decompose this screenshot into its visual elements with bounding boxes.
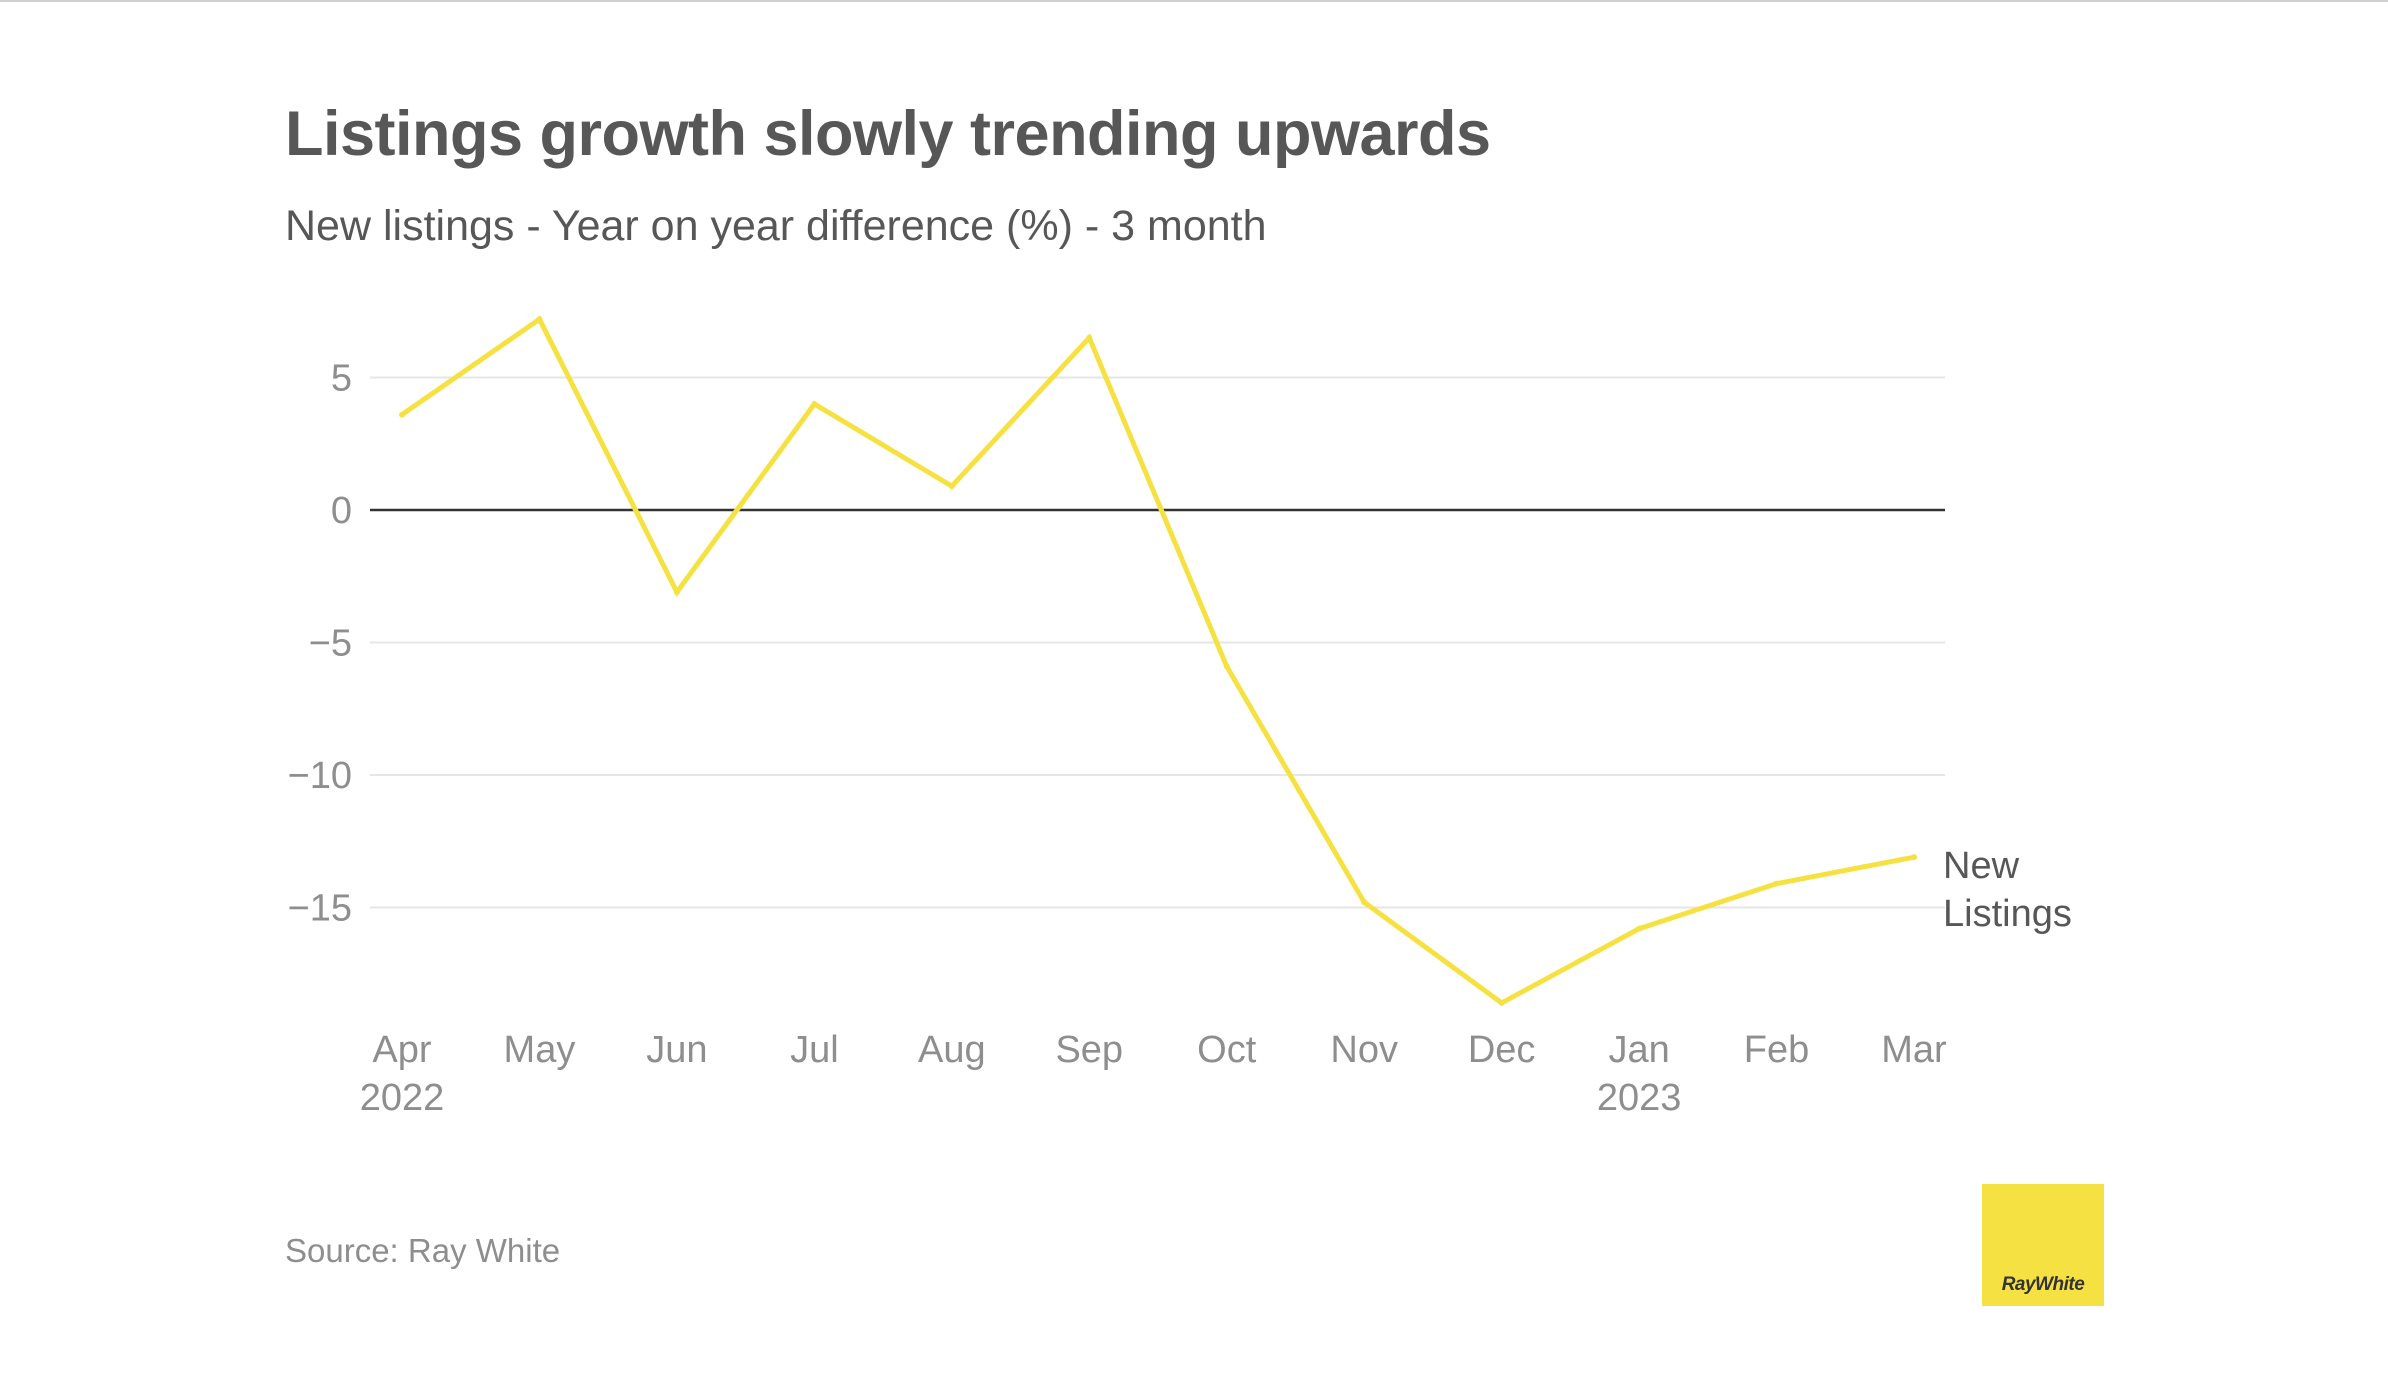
x-axis: Apr 2022 May Jun Jul Aug Sep Oct Nov Dec Jan 2023 Fe…: [360, 1029, 1947, 1119]
x-tick-label: Dec: [1468, 1029, 1536, 1071]
series-layer: [399, 315, 1917, 1006]
x-tick-label: Oct: [1197, 1029, 1257, 1071]
data-point: [811, 401, 818, 407]
grid-layer: [370, 376, 1945, 909]
y-tick-label: 5: [331, 358, 352, 400]
ray-white-logo: RayWhite: [1982, 1184, 2104, 1306]
series-name-label: New: [1943, 845, 2020, 887]
logo-text: RayWhite: [2001, 1274, 2085, 1295]
x-tick-label: Jun: [646, 1029, 707, 1071]
series-line-new-listings: [400, 315, 1915, 1006]
data-point: [1361, 899, 1368, 906]
x-tick-label: May: [504, 1029, 576, 1071]
x-tick-label: Mar: [1881, 1029, 1947, 1071]
chart-title: Listings growth slowly trending upwards: [285, 99, 1491, 169]
source-note: Source: Ray White: [285, 1232, 561, 1269]
x-tick-label: Jan: [1608, 1029, 1669, 1071]
y-tick-label: −10: [288, 755, 352, 797]
data-point: [536, 316, 543, 323]
series-labels: New Listings: [1943, 845, 2072, 935]
y-tick-label: −15: [288, 888, 352, 930]
y-tick-label: −5: [309, 623, 352, 665]
y-axis: 5 0 −5 −10 −15: [288, 358, 352, 930]
data-point: [1773, 880, 1780, 887]
x-tick-label: Apr: [372, 1029, 431, 1071]
chart-subtitle: New listings - Year on year difference (…: [285, 202, 1267, 250]
x-tick-label: Sep: [1055, 1029, 1123, 1071]
data-point: [399, 411, 405, 418]
x-tick-label: Jul: [790, 1029, 839, 1071]
data-point: [1911, 854, 1917, 861]
x-tick-year-label: 2023: [1597, 1077, 1682, 1119]
series-name-label: Listings: [1943, 893, 2072, 935]
data-point: [1498, 999, 1505, 1006]
x-tick-label: Feb: [1744, 1029, 1809, 1071]
data-point: [1086, 334, 1093, 341]
y-tick-label: 0: [331, 490, 352, 532]
x-tick-label: Nov: [1330, 1029, 1398, 1071]
data-point: [1636, 925, 1643, 932]
data-point: [948, 483, 955, 490]
data-point: [673, 589, 680, 596]
top-rule: [0, 0, 2388, 2]
data-point: [1223, 663, 1230, 670]
x-tick-year-label: 2022: [360, 1077, 445, 1119]
x-tick-label: Aug: [918, 1029, 986, 1071]
